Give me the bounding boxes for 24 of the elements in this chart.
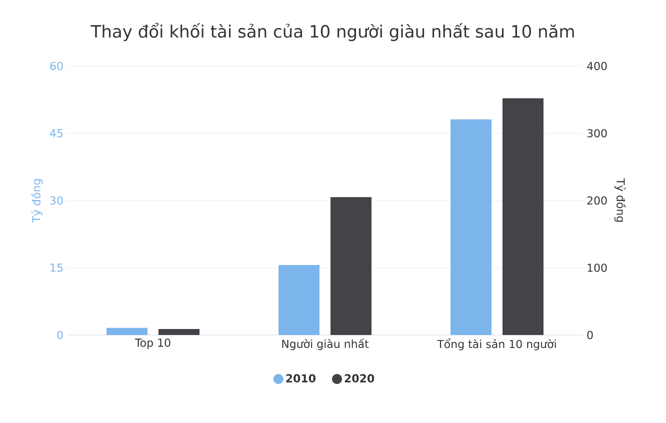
y2-tick-label: 200 xyxy=(587,196,607,205)
y2-tick-label: 400 xyxy=(587,62,607,70)
legend-label: 2010 xyxy=(286,374,316,382)
y2-tick-label: 0 xyxy=(587,330,593,340)
bar xyxy=(278,265,320,335)
y-axis-title: Tỷ đồng xyxy=(31,179,43,223)
legend-label: 2020 xyxy=(344,374,374,382)
y2-tick-label: 100 xyxy=(588,264,607,272)
bar xyxy=(450,119,492,335)
y-tick-label: 45 xyxy=(50,129,63,138)
x-tick-label: Người giàu nhất xyxy=(282,338,369,350)
bar xyxy=(158,328,200,335)
y-tick-label: 15 xyxy=(50,264,63,272)
bar xyxy=(330,197,372,335)
bar xyxy=(106,328,148,335)
y-tick-label: 0 xyxy=(57,330,63,340)
x-tick-label: Tổng tài sản 10 người xyxy=(437,338,556,350)
y2-axis-title: Tỷ đồng xyxy=(614,178,626,222)
bar xyxy=(502,98,544,335)
chart-title: Thay đổi khối tài sản của 10 người giàu nhất sau 10 năm xyxy=(90,22,574,42)
y-tick-label: 30 xyxy=(50,196,63,205)
y-tick-label: 60 xyxy=(50,62,63,70)
y2-tick-label: 300 xyxy=(587,129,607,138)
x-tick-label: Top 10 xyxy=(134,338,170,349)
